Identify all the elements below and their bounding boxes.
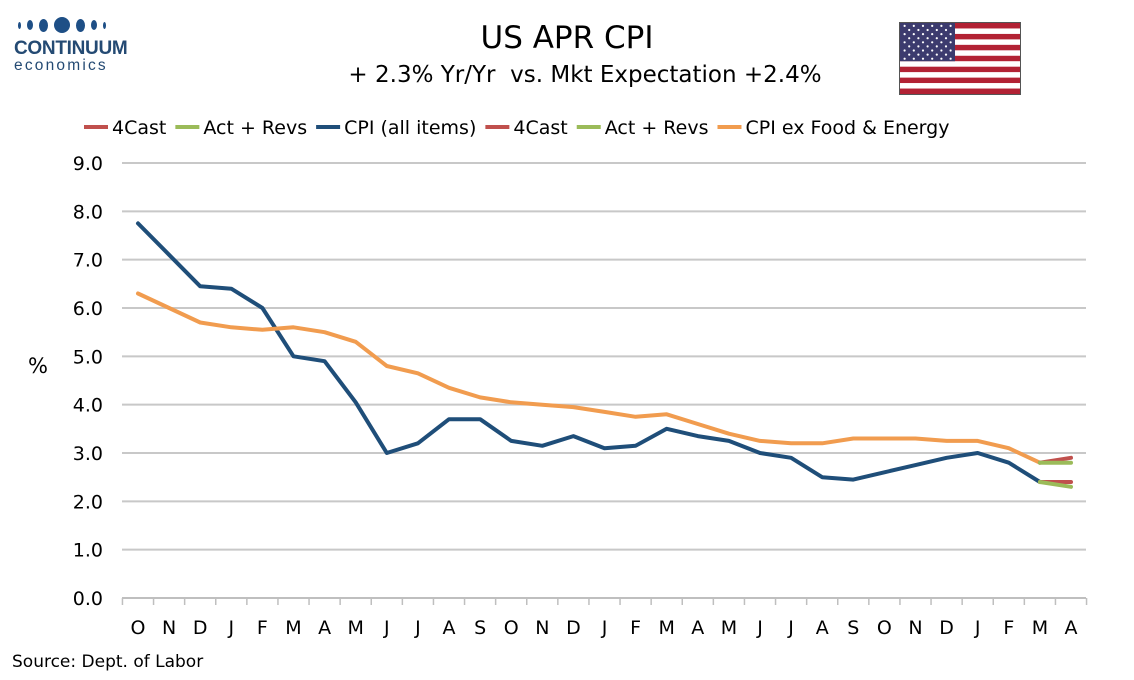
series-line-act-revs: [1037, 480, 1073, 489]
x-tick-label: O: [131, 617, 146, 639]
series-line-cpi-all-items: [136, 221, 1042, 484]
x-tick-label: A: [816, 617, 829, 639]
y-tick-label: 6.0: [73, 298, 103, 320]
x-tick-label: J: [227, 617, 234, 639]
logo-dots-icon: [14, 14, 134, 36]
y-tick-label: 5.0: [73, 346, 103, 368]
x-tick-label: O: [504, 617, 519, 639]
x-tick-label: J: [756, 617, 763, 639]
x-tick-label: J: [383, 617, 390, 639]
y-tick-label: 9.0: [73, 153, 103, 175]
y-axis-label: %: [28, 354, 48, 378]
x-tick-label: M: [285, 617, 301, 639]
x-tick-label: A: [1065, 617, 1078, 639]
y-axis: 0.0 1.0 2.0 3.0 4.0 5.0 6.0 7.0 8.0 9.0: [73, 153, 103, 610]
source-note: Source: Dept. of Labor: [12, 652, 204, 672]
x-tick-label: J: [787, 617, 794, 639]
x-tick-label: N: [535, 617, 549, 639]
x-tick-label: D: [193, 617, 208, 639]
y-tick-label: 2.0: [73, 491, 103, 513]
x-tick-label: M: [347, 617, 363, 639]
y-tick-label: 7.0: [73, 250, 103, 272]
us-flag-icon: [899, 22, 1021, 95]
chart-gridlines: [122, 162, 1086, 551]
x-tick-label: F: [257, 617, 268, 639]
x-tick-label: M: [721, 617, 737, 639]
x-tick-label: A: [691, 617, 704, 639]
x-tick-label: D: [939, 617, 954, 639]
x-tick-label: S: [474, 617, 486, 639]
x-tick-label: J: [414, 617, 421, 639]
x-tick-label: D: [566, 617, 581, 639]
legend-label-cpi-all-items: CPI (all items): [344, 117, 476, 139]
logo-brand: CONTINUUM: [14, 38, 128, 59]
x-tick-label: M: [1032, 617, 1048, 639]
x-tick-label: S: [847, 617, 859, 639]
legend-label-4cast: 4Cast: [112, 117, 166, 139]
chart-subtitle: + 2.3% Yr/Yr vs. Mkt Expectation +2.4%: [348, 62, 822, 88]
x-tick-label: J: [601, 617, 608, 639]
x-tick-label: J: [974, 617, 981, 639]
x-tick-label: N: [162, 617, 176, 639]
y-tick-label: 8.0: [73, 201, 103, 223]
legend-label-4cast: 4Cast: [513, 117, 567, 139]
y-tick-label: 1.0: [73, 540, 103, 562]
y-tick-label: 4.0: [73, 395, 103, 417]
legend-label-cpi-ex-food-energy: CPI ex Food & Energy: [745, 117, 949, 139]
y-tick-label: 0.0: [73, 588, 103, 610]
x-tick-label: F: [1003, 617, 1014, 639]
x-tick-label: O: [877, 617, 892, 639]
chart-title: US APR CPI: [480, 20, 654, 56]
chart-series: [136, 221, 1073, 489]
logo-sub: economics: [14, 57, 108, 74]
x-tick-label: F: [630, 617, 641, 639]
y-tick-label: 3.0: [73, 443, 103, 465]
chart-legend: 4Cast Act + Revs CPI (all items) 4Cast Act +…: [84, 117, 949, 139]
x-tick-label: A: [443, 617, 456, 639]
legend-label-act-revs: Act + Revs: [203, 117, 307, 139]
legend-label-act-revs: Act + Revs: [605, 117, 709, 139]
continuum-logo: CONTINUUM economics: [14, 14, 134, 75]
x-tick-label: N: [908, 617, 922, 639]
x-tick-label: M: [658, 617, 674, 639]
series-line-cpi-ex-food-energy: [136, 291, 1042, 465]
x-tick-label: A: [318, 617, 331, 639]
